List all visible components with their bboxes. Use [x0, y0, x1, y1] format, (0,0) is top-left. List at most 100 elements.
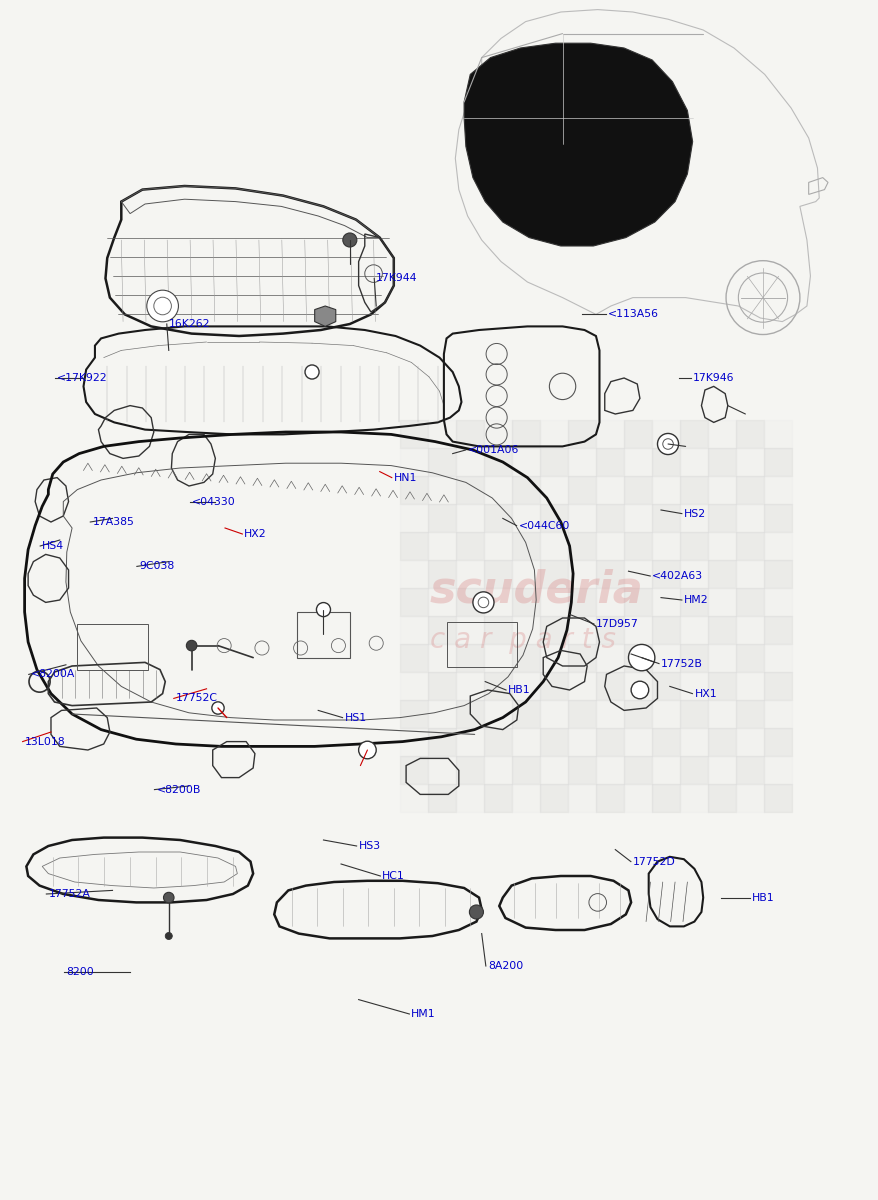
Bar	[595, 644, 623, 672]
Bar	[567, 616, 595, 644]
Bar	[484, 672, 511, 700]
Bar	[567, 784, 595, 812]
Circle shape	[358, 742, 376, 758]
Bar	[399, 476, 428, 504]
Bar	[735, 616, 763, 644]
Bar	[763, 588, 791, 616]
Bar	[623, 672, 651, 700]
Bar	[567, 476, 595, 504]
Bar	[511, 476, 539, 504]
Bar	[428, 756, 456, 784]
Bar	[651, 644, 680, 672]
Bar	[651, 532, 680, 560]
Bar	[707, 532, 735, 560]
Bar	[399, 448, 428, 476]
Bar	[539, 616, 567, 644]
Bar	[595, 532, 623, 560]
Bar	[567, 560, 595, 588]
Text: 17D957: 17D957	[595, 619, 638, 629]
Bar	[399, 504, 428, 532]
Text: <8200B: <8200B	[156, 785, 200, 794]
Bar	[707, 420, 735, 448]
Bar	[567, 504, 595, 532]
Bar	[428, 644, 456, 672]
Bar	[484, 420, 511, 448]
Text: 17K944: 17K944	[376, 274, 417, 283]
Bar	[511, 728, 539, 756]
Text: HM1: HM1	[411, 1009, 435, 1019]
Bar	[735, 560, 763, 588]
Bar	[735, 448, 763, 476]
Bar	[623, 700, 651, 728]
Bar	[735, 532, 763, 560]
Text: <17K922: <17K922	[57, 373, 108, 383]
Bar	[511, 504, 539, 532]
Circle shape	[154, 298, 171, 314]
Bar	[539, 588, 567, 616]
Bar	[484, 616, 511, 644]
Bar	[539, 672, 567, 700]
Bar	[680, 504, 707, 532]
Bar	[511, 616, 539, 644]
Circle shape	[147, 290, 178, 322]
Text: <044C60: <044C60	[518, 521, 569, 530]
Bar	[651, 420, 680, 448]
Bar	[651, 672, 680, 700]
Bar	[595, 756, 623, 784]
Bar	[763, 700, 791, 728]
Bar	[456, 700, 484, 728]
Bar	[539, 784, 567, 812]
Bar	[651, 588, 680, 616]
Text: 17752A: 17752A	[48, 889, 90, 899]
Bar	[399, 644, 428, 672]
Bar	[539, 532, 567, 560]
Bar	[428, 420, 456, 448]
Bar	[651, 448, 680, 476]
Bar	[680, 616, 707, 644]
Bar	[428, 728, 456, 756]
Bar	[456, 560, 484, 588]
Bar	[735, 784, 763, 812]
Bar	[456, 728, 484, 756]
Bar	[735, 588, 763, 616]
Bar	[680, 532, 707, 560]
Text: 16K262: 16K262	[169, 319, 210, 329]
Bar	[77, 624, 148, 670]
Bar	[428, 448, 456, 476]
Text: HS3: HS3	[358, 841, 380, 851]
Bar	[763, 476, 791, 504]
Bar	[567, 448, 595, 476]
Bar	[456, 504, 484, 532]
Bar	[623, 532, 651, 560]
Bar	[707, 448, 735, 476]
Text: <113A56: <113A56	[608, 310, 658, 319]
Bar	[763, 532, 791, 560]
Bar	[539, 420, 567, 448]
Text: 17752C: 17752C	[176, 694, 218, 703]
Bar	[567, 728, 595, 756]
Bar	[428, 476, 456, 504]
Text: scuderia: scuderia	[429, 569, 643, 612]
Bar	[707, 476, 735, 504]
Bar	[456, 616, 484, 644]
Bar	[399, 560, 428, 588]
Bar	[680, 448, 707, 476]
Circle shape	[469, 905, 483, 919]
Bar	[399, 616, 428, 644]
Bar	[428, 588, 456, 616]
Bar	[707, 560, 735, 588]
Text: 8A200: 8A200	[487, 961, 522, 971]
Bar	[446, 622, 516, 667]
Text: HB1: HB1	[507, 685, 530, 695]
Bar	[735, 504, 763, 532]
Bar	[539, 756, 567, 784]
Bar	[428, 532, 456, 560]
Bar	[539, 560, 567, 588]
Bar	[680, 588, 707, 616]
Text: HC1: HC1	[382, 871, 405, 881]
Bar	[623, 644, 651, 672]
Text: <8200A: <8200A	[31, 670, 75, 679]
Bar	[651, 756, 680, 784]
Bar	[680, 728, 707, 756]
Bar	[511, 756, 539, 784]
